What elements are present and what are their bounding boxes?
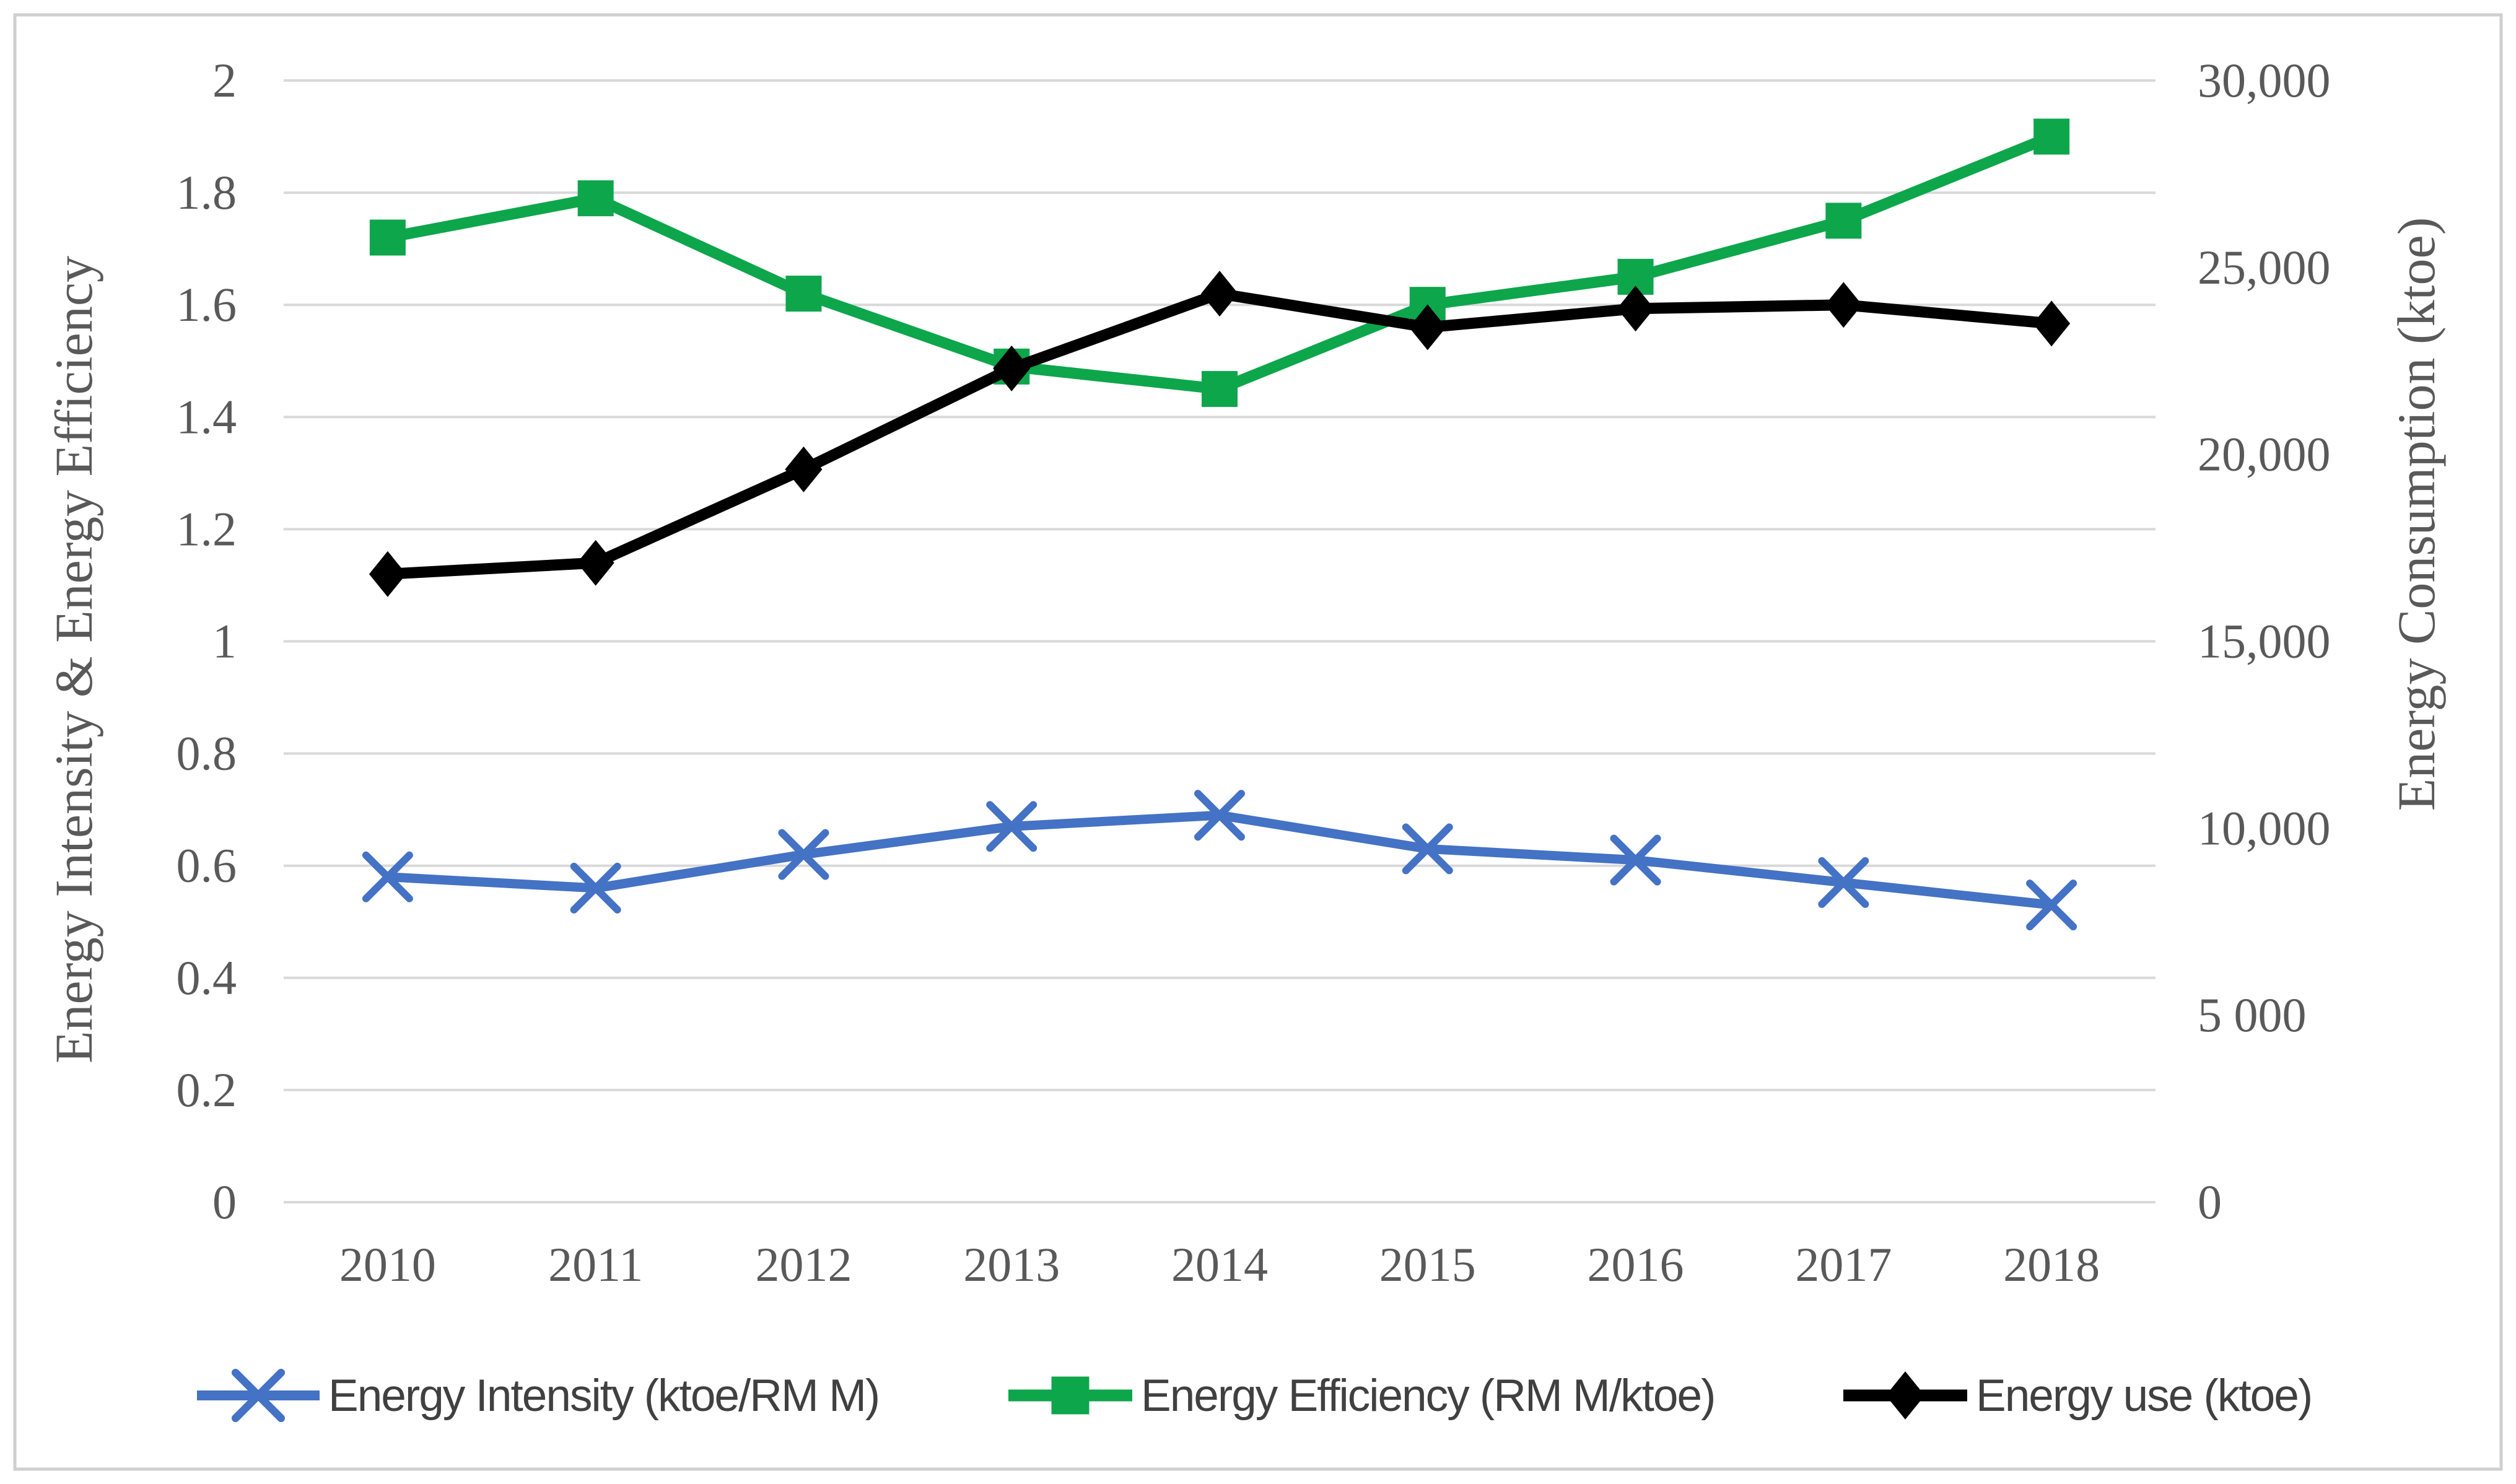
data-point-marker bbox=[1825, 282, 1863, 328]
data-point-marker bbox=[362, 851, 413, 902]
left-axis-tick-label: 0.8 bbox=[177, 727, 237, 780]
x-axis-tick-label: 2010 bbox=[339, 1237, 436, 1291]
left-axis-tick-labels: 2 1.8 1.6 1.4 1.2 1 0.8 0.6 0.4 0.2 0 bbox=[177, 53, 237, 1229]
series-line bbox=[383, 810, 2056, 910]
left-axis-tick-label: 0.4 bbox=[177, 951, 237, 1005]
data-point-marker bbox=[369, 219, 406, 256]
legend-item-label: Energy Efficiency (RM M/ktoe) bbox=[1141, 1371, 1714, 1421]
legend: Energy Intensity (ktoe/RM M) Energy Effic… bbox=[197, 1368, 2313, 1423]
left-axis-tick-label: 1.4 bbox=[177, 390, 237, 443]
left-axis-tick-label: 0.6 bbox=[177, 839, 237, 893]
left-axis-tick-label: 1.2 bbox=[177, 502, 237, 556]
data-point-marker bbox=[1194, 790, 1245, 841]
data-point-marker bbox=[1885, 1371, 1925, 1420]
right-axis-tick-label: 20,000 bbox=[2198, 427, 2331, 481]
data-point-marker bbox=[577, 539, 614, 586]
data-point-marker bbox=[993, 345, 1031, 391]
x-axis-tick-label: 2018 bbox=[2003, 1237, 2100, 1291]
data-point-marker bbox=[1201, 271, 1238, 317]
data-point-marker bbox=[1818, 857, 1869, 908]
canvas-border bbox=[13, 13, 2503, 1471]
data-point-marker bbox=[1610, 834, 1661, 886]
data-point-marker bbox=[1825, 203, 1862, 239]
left-axis-title: Energy Intensity & Energy Efficiency bbox=[44, 256, 103, 1063]
right-axis-tick-labels: 30,000 25,000 20,000 15,000 10,000 5 000 0 bbox=[2198, 53, 2331, 1229]
data-point-marker bbox=[570, 862, 621, 914]
data-point-marker bbox=[2033, 118, 2070, 155]
series-line bbox=[382, 288, 2058, 580]
legend-item-label: Energy use (ktoe) bbox=[1976, 1371, 2312, 1421]
right-axis-title: Energy Consumption (ktoe) bbox=[2387, 217, 2446, 811]
series-line bbox=[382, 131, 2058, 395]
x-axis-tick-labels: 2010 2011 2012 2013 2014 2015 2016 2017 2018 bbox=[339, 1237, 2100, 1291]
legend-item-energy-intensity-ktoe-rm-m: Energy Intensity (ktoe/RM M) bbox=[197, 1368, 880, 1423]
left-axis-tick-label: 1 bbox=[212, 614, 237, 668]
x-axis-tick-label: 2011 bbox=[548, 1237, 643, 1291]
right-axis-tick-label: 5 000 bbox=[2198, 988, 2307, 1042]
right-axis-tick-label: 25,000 bbox=[2198, 240, 2331, 294]
right-axis-tick-label: 10,000 bbox=[2198, 801, 2331, 855]
data-point-marker bbox=[369, 551, 406, 597]
data-point-marker bbox=[1409, 304, 1446, 351]
data-point-marker bbox=[1051, 1376, 1090, 1415]
legend-item-energy-use-ktoe: Energy use (ktoe) bbox=[1843, 1371, 2313, 1421]
data-point-marker bbox=[231, 1368, 286, 1423]
data-point-marker bbox=[2033, 300, 2071, 347]
x-axis-tick-label: 2016 bbox=[1588, 1237, 1684, 1291]
x-axis-tick-label: 2012 bbox=[755, 1237, 852, 1291]
legend-item-label: Energy Intensity (ktoe/RM M) bbox=[328, 1371, 879, 1421]
right-axis-tick-label: 0 bbox=[2198, 1175, 2222, 1229]
right-axis-tick-label: 15,000 bbox=[2198, 614, 2331, 668]
gridlines bbox=[284, 79, 2156, 1203]
left-axis-tick-label: 1.6 bbox=[177, 277, 237, 331]
data-point-marker bbox=[785, 446, 823, 492]
series-energy-intensity-ktoe-rm-m bbox=[362, 790, 2077, 931]
data-point-marker bbox=[785, 276, 822, 312]
series-energy-use-ktoe bbox=[369, 271, 2071, 597]
x-axis-tick-label: 2014 bbox=[1171, 1237, 1268, 1291]
data-point-marker bbox=[1617, 286, 1654, 332]
x-axis-tick-label: 2013 bbox=[963, 1237, 1060, 1291]
data-point-marker bbox=[986, 801, 1037, 852]
data-point-marker bbox=[2026, 879, 2077, 931]
left-axis-tick-label: 2 bbox=[212, 53, 237, 107]
data-point-marker bbox=[577, 180, 614, 217]
legend-item-energy-efficiency-rm-m-ktoe: Energy Efficiency (RM M/ktoe) bbox=[1008, 1371, 1716, 1421]
left-axis-tick-label: 0 bbox=[212, 1175, 237, 1229]
data-point-marker bbox=[1202, 371, 1238, 408]
x-axis-tick-label: 2015 bbox=[1379, 1237, 1476, 1291]
right-axis-tick-label: 30,000 bbox=[2198, 53, 2331, 107]
data-point-marker bbox=[778, 829, 829, 880]
data-point-marker bbox=[1402, 823, 1453, 875]
series-energy-efficiency-rm-m-ktoe bbox=[369, 118, 2070, 408]
left-axis-tick-label: 1.8 bbox=[177, 165, 237, 219]
left-axis-tick-label: 0.2 bbox=[177, 1063, 237, 1117]
x-axis-tick-label: 2017 bbox=[1795, 1237, 1892, 1291]
